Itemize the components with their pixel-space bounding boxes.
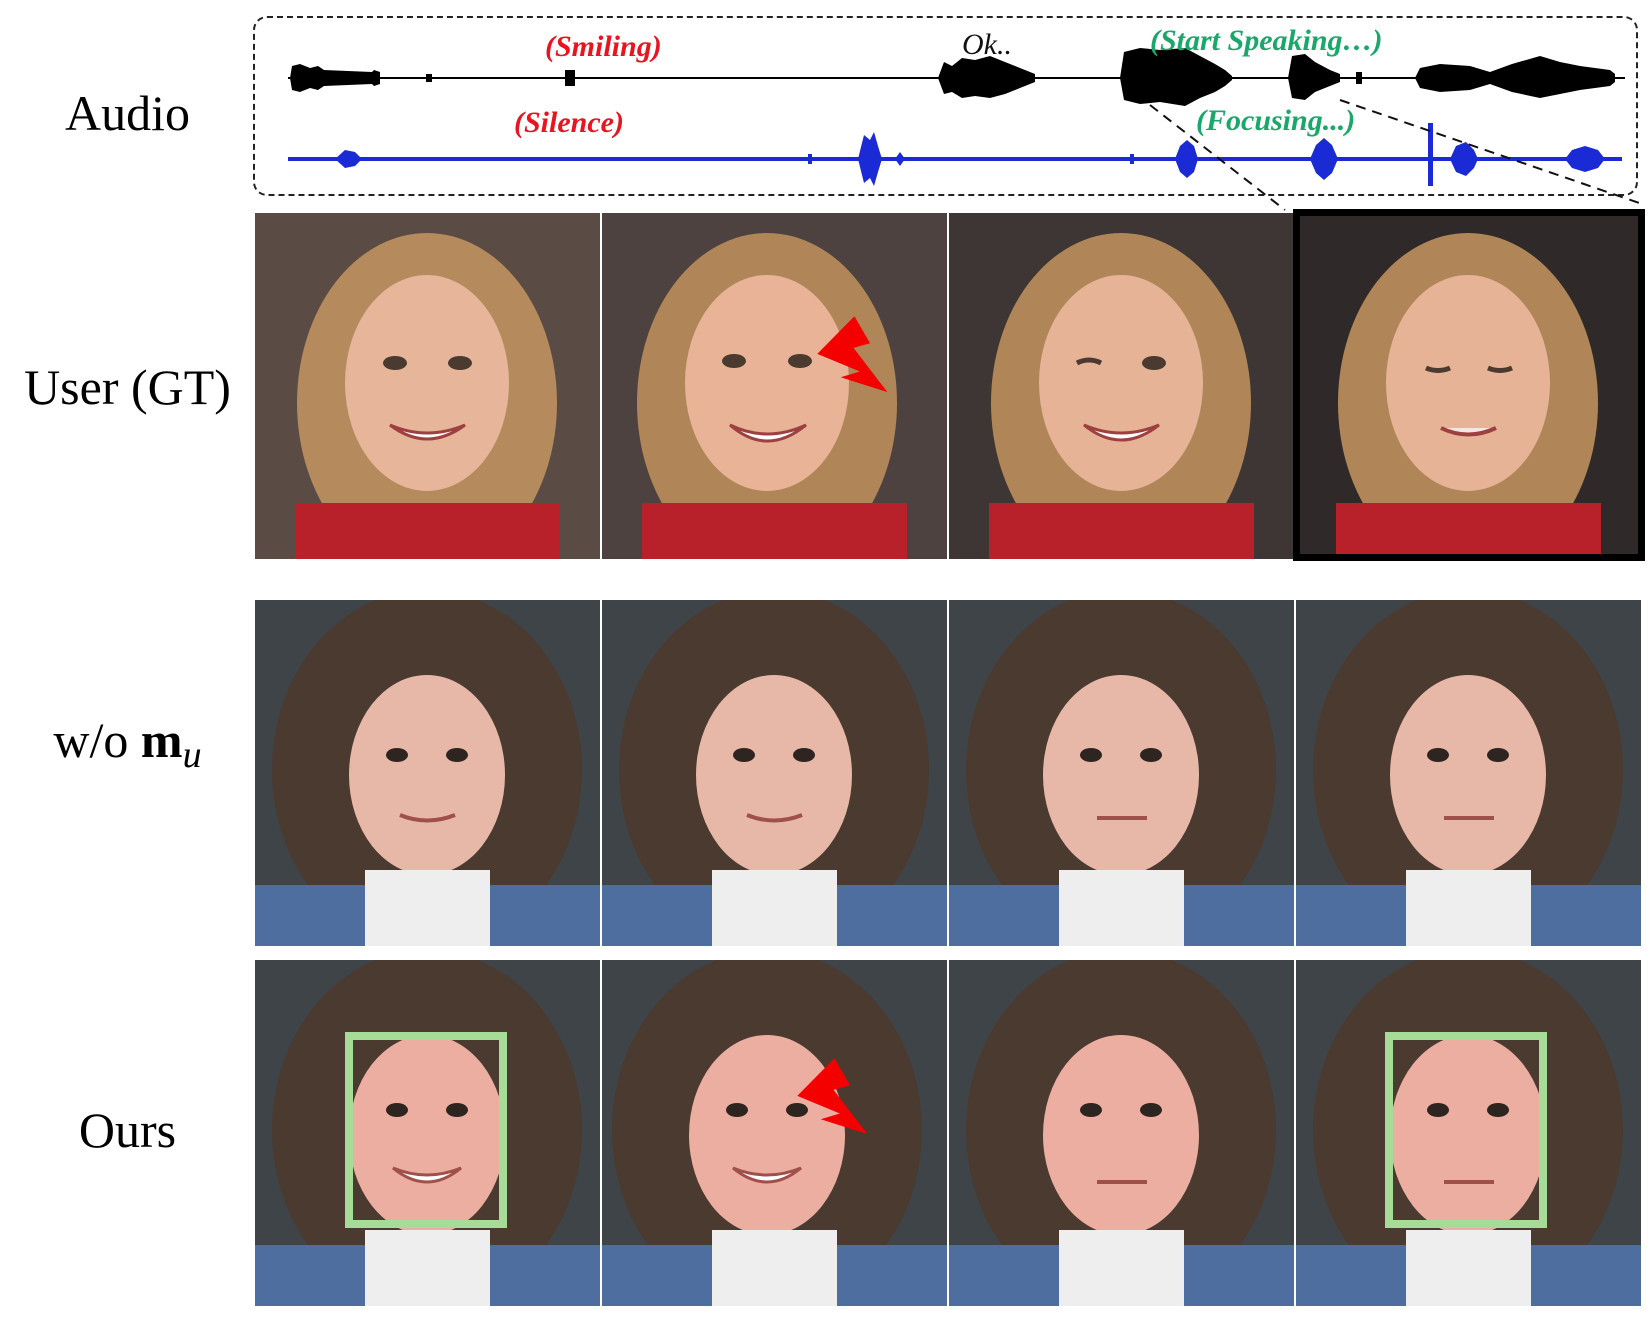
ours-frame-2 [602, 960, 947, 1306]
ours-label: Ours [78, 1102, 177, 1158]
annotation-silence: (Silence) [514, 106, 624, 139]
annotation-focusing: (Focusing...) [1196, 104, 1356, 137]
highlight-frame-gt-4 [1293, 209, 1645, 561]
gt-frame-2 [602, 213, 947, 559]
wo-mu-frame-1 [255, 600, 600, 946]
face-highlight-box-4 [1385, 1032, 1547, 1228]
audio-waveforms [288, 48, 1646, 211]
ai-waveform [288, 123, 1622, 186]
wo-mu-frame-3 [949, 600, 1294, 946]
wo-prefix: w/o [53, 712, 141, 768]
user-waveform [288, 48, 1625, 106]
gt-frame-4 [1296, 213, 1641, 559]
user-gt-label: User (GT) [24, 359, 231, 415]
m-symbol: m [140, 712, 183, 768]
audio-label: Audio [65, 85, 190, 141]
wo-mu-label: w/o mu [0, 712, 255, 774]
audio-panel [253, 16, 1638, 196]
annotation-start-speaking: (Start Speaking…) [1150, 24, 1383, 57]
annotation-smiling: (Smiling) [545, 30, 662, 63]
gt-frame-3 [949, 213, 1294, 559]
face-highlight-box-1 [345, 1032, 507, 1228]
red-arrow-ours [797, 1058, 868, 1135]
u-subscript: u [182, 734, 202, 776]
red-arrow-gt [817, 316, 888, 393]
wo-mu-frame-2 [602, 600, 947, 946]
annotation-ok: Ok.. [962, 28, 1012, 61]
gt-frame-1 [255, 213, 600, 559]
wo-mu-frame-4 [1296, 600, 1641, 946]
ours-frame-3 [949, 960, 1294, 1306]
